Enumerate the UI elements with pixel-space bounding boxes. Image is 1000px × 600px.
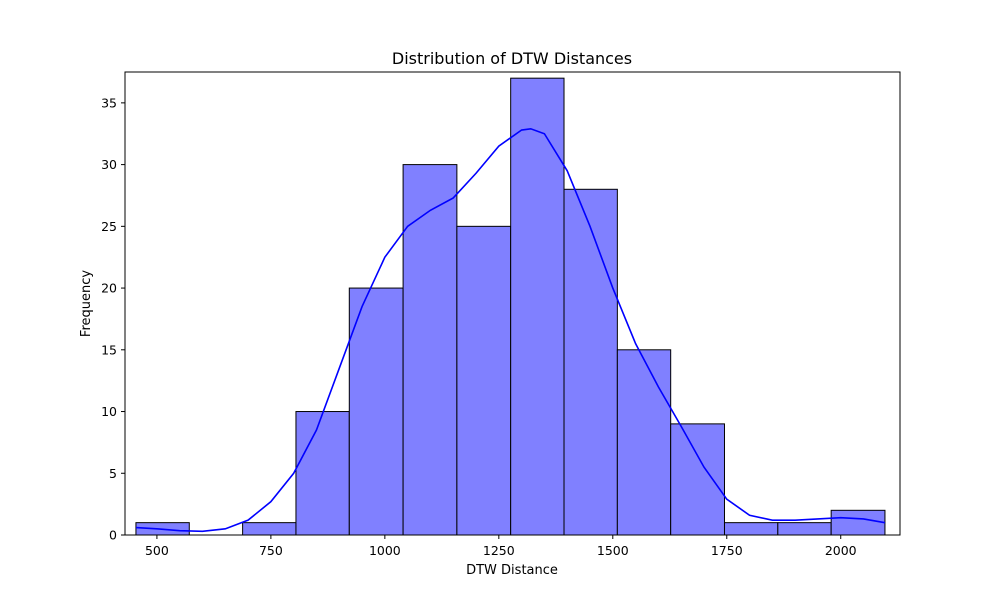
x-tick-label: 1750: [711, 543, 743, 558]
x-axis-ticks: 500 750 1000 1250 1500 1750 2000: [145, 535, 857, 558]
chart-title: Distribution of DTW Distances: [392, 49, 632, 68]
y-tick-label: 5: [109, 466, 117, 481]
histogram-bar: [456, 225, 512, 536]
histogram-bar: [830, 509, 886, 536]
x-tick-label: 2000: [825, 543, 857, 558]
histogram-bar: [510, 77, 565, 536]
x-tick-label: 1500: [597, 543, 629, 558]
histogram-bar: [242, 522, 297, 536]
x-tick-label: 750: [259, 543, 283, 558]
plot-frame: [124, 71, 901, 536]
y-tick-label: 30: [101, 157, 117, 172]
histogram-bar: [348, 287, 404, 536]
x-tick-label: 500: [145, 543, 169, 558]
y-tick-label: 15: [101, 342, 117, 357]
x-axis-label: DTW Distance: [466, 563, 558, 578]
y-axis-ticks: 0 5 10 15 20 25 30 35: [101, 95, 125, 543]
histogram-bar: [402, 164, 458, 536]
x-tick-label: 1250: [483, 543, 515, 558]
histogram-bar: [777, 522, 832, 536]
histogram-bar: [563, 188, 618, 536]
histogram-bar: [616, 349, 672, 536]
y-axis-label: Frequency: [79, 270, 94, 337]
y-tick-label: 10: [101, 404, 117, 419]
histogram-bar: [295, 411, 350, 536]
histogram-bar: [670, 423, 725, 536]
y-tick-label: 25: [101, 219, 117, 234]
y-tick-label: 35: [101, 95, 117, 110]
histogram-bar: [723, 522, 779, 536]
x-tick-label: 1000: [369, 543, 401, 558]
y-tick-label: 20: [101, 281, 117, 296]
kde-density-line: [135, 127, 886, 533]
histogram-bars: [135, 77, 886, 536]
y-tick-label: 0: [109, 528, 117, 543]
